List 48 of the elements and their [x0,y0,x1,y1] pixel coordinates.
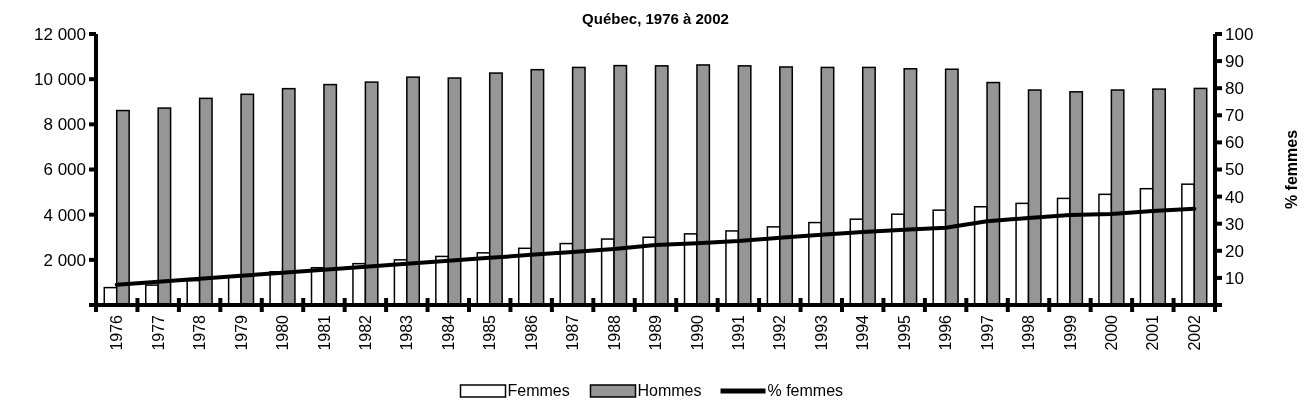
y2-tick-label: 10 [1225,268,1244,288]
y2-tick-label: 30 [1225,214,1244,234]
x-tick-label: 1985 [481,314,499,351]
x-tick-label: 1993 [812,314,830,351]
y-tick-label: 2 000 [43,250,86,270]
chart-title: Québec, 1976 à 2002 [582,10,729,27]
y2-tick-label: 70 [1225,106,1244,126]
x-tick-label: 1987 [564,314,582,351]
x-tick-label: 1999 [1061,314,1079,351]
x-tick-label: 1997 [978,314,996,351]
x-tick-label: 1992 [771,314,789,351]
x-tick-label: 1989 [647,314,665,351]
x-tick-label: 1978 [191,314,209,351]
x-tick-label: 1984 [439,314,457,351]
x-tick-label: 2000 [1102,314,1120,351]
x-tick-label: 1996 [937,314,955,351]
y2-tick-label: 40 [1225,187,1244,207]
x-tick-label: 1998 [1020,314,1038,351]
y-tick-label: 6 000 [43,160,86,180]
legend-label: Hommes [637,382,702,399]
legend-label: Femmes [507,382,570,399]
y-tick-label: 4 000 [43,205,86,225]
x-tick-label: 1995 [895,314,913,351]
x-tick-label: 1990 [688,314,706,351]
y2-tick-label: 80 [1225,79,1244,99]
y-tick-label: 8 000 [43,115,86,135]
x-tick-label: 1977 [149,314,167,351]
x-tick-label: 1979 [232,314,250,351]
y2-tick-label: 50 [1225,160,1244,180]
y2-tick-label: 90 [1225,52,1244,72]
x-tick-label: 1991 [729,314,747,351]
x-tick-label: 1986 [522,314,540,351]
x-tick-label: 1983 [398,314,416,351]
legend-label: % femmes [767,382,844,399]
y2-tick-label: 100 [1225,24,1254,44]
x-tick-label: 1982 [356,314,374,351]
x-tick-label: 1980 [274,314,292,351]
x-tick-label: 1994 [854,314,872,351]
y2-axis-title: % femmes [1283,129,1300,210]
x-tick-label: 2001 [1144,314,1162,351]
y2-tick-label: 20 [1225,241,1244,261]
x-tick-label: 1988 [605,314,623,351]
y-tick-label: 10 000 [34,70,86,90]
y-tick-label: 12 000 [34,24,86,44]
y2-tick-label: 60 [1225,133,1244,153]
x-tick-label: 2002 [1185,314,1203,351]
x-tick-label: 1981 [315,314,333,351]
x-tick-label: 1976 [108,314,126,351]
